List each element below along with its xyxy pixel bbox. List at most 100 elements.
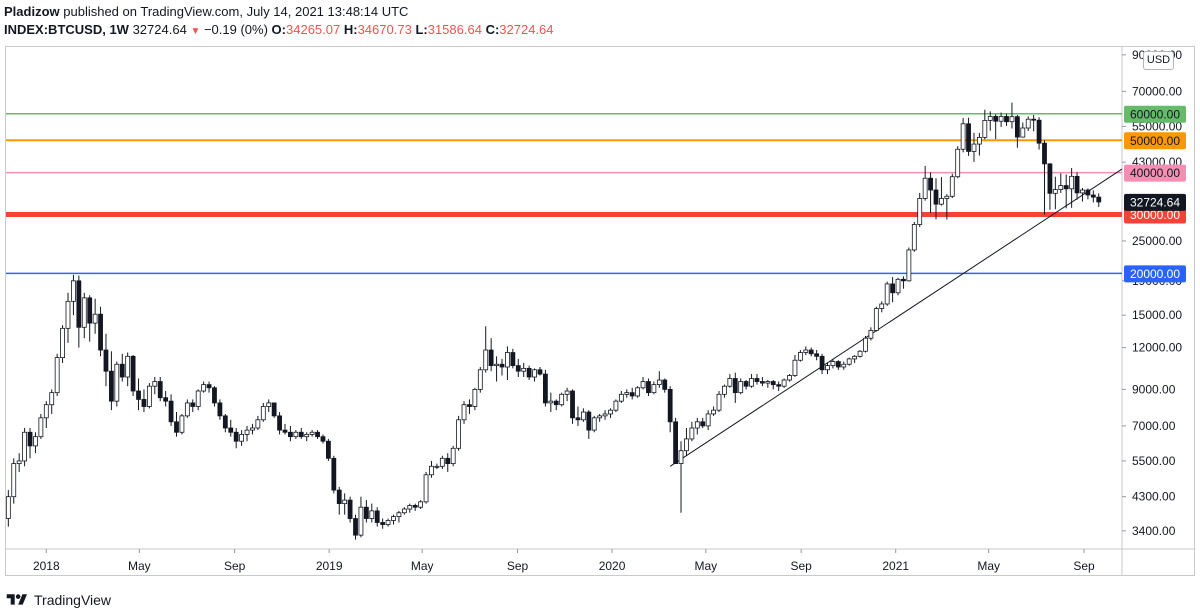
currency-button[interactable]: USD	[1143, 51, 1174, 70]
candle-up	[711, 409, 716, 415]
x-tick-label: 2019	[316, 559, 343, 573]
candle-up	[401, 508, 407, 514]
candle-up	[1080, 189, 1085, 194]
candle-down	[363, 506, 369, 519]
candle-up	[694, 421, 700, 429]
candle-up	[16, 460, 22, 465]
candle-up	[1020, 127, 1026, 138]
candle-up	[114, 363, 120, 402]
candle-up	[309, 431, 315, 435]
y-tick-label: 25000.00	[1132, 234, 1182, 248]
candle-down	[320, 436, 326, 442]
candle-up	[391, 516, 396, 521]
candle-down	[553, 400, 559, 406]
candle-up	[22, 431, 28, 462]
candle-down	[570, 390, 575, 419]
candle-up	[597, 415, 603, 419]
candle-up	[369, 510, 375, 519]
candle-up	[494, 363, 499, 367]
author-name[interactable]: Pladizow	[4, 4, 60, 19]
candle-down	[819, 355, 825, 371]
candle-up	[92, 313, 98, 324]
low-label: L:	[415, 22, 428, 37]
candle-down	[206, 384, 212, 389]
candle-up	[960, 123, 966, 150]
x-tick-label: Sep	[507, 559, 529, 573]
candle-down	[76, 280, 82, 328]
candle-up	[184, 402, 190, 417]
candle-up	[65, 300, 71, 329]
candle-up	[640, 381, 646, 389]
candle-up	[532, 369, 537, 378]
y-tick-label: 15000.00	[1132, 308, 1182, 322]
candle-up	[38, 417, 44, 438]
low-value: 31586.64	[427, 22, 482, 37]
candle-up	[49, 392, 55, 406]
candle-up	[1058, 185, 1064, 191]
publish-line: Pladizow published on TradingView.com, J…	[4, 3, 1194, 21]
candle-down	[288, 431, 293, 438]
candle-down	[168, 400, 174, 423]
candle-down	[445, 457, 451, 465]
last-price-text: 32724.64	[132, 22, 187, 37]
tradingview-logo-icon[interactable]	[6, 592, 28, 608]
candle-up	[857, 350, 863, 357]
candle-down	[526, 367, 532, 378]
y-tick-label: 3400.00	[1132, 524, 1176, 538]
candle-up	[727, 378, 733, 387]
price-chart[interactable]: 90000.0070000.0055000.0043000.0025000.00…	[6, 47, 1194, 575]
candle-down	[1063, 185, 1069, 190]
candle-down	[928, 177, 933, 191]
x-tick-label: 2020	[599, 559, 626, 573]
candle-up	[195, 390, 201, 407]
candle-up	[548, 400, 554, 404]
candle-down	[770, 381, 776, 386]
candle-down	[467, 404, 472, 407]
candle-down	[700, 421, 706, 427]
candle-up	[1052, 189, 1058, 194]
candle-up	[439, 457, 445, 467]
y-tick-label: 9000.00	[1132, 382, 1176, 396]
candle-down	[586, 411, 592, 431]
candle-down	[510, 352, 516, 367]
candle-up	[602, 413, 608, 417]
candle-up	[884, 283, 890, 305]
candle-down	[993, 116, 999, 122]
candle-down	[488, 349, 494, 367]
candle-up	[293, 431, 299, 438]
candle-up	[689, 427, 695, 440]
candle-down	[412, 504, 418, 508]
candle-up	[407, 504, 413, 510]
trend-line[interactable]	[669, 168, 1123, 467]
candle-down	[966, 123, 971, 152]
candle-down	[646, 381, 651, 394]
chart-frame[interactable]: 90000.0070000.0055000.0043000.0025000.00…	[5, 46, 1195, 576]
candle-down	[1042, 142, 1047, 165]
candle-down	[190, 402, 196, 407]
down-triangle-icon: ▼	[190, 26, 201, 37]
candle-up	[787, 375, 792, 381]
candle-down	[890, 283, 895, 294]
candle-down	[760, 381, 765, 384]
candle-up	[239, 434, 245, 442]
high-label: H:	[343, 22, 358, 37]
candle-down	[732, 378, 738, 394]
candle-down	[1036, 119, 1042, 144]
level-label: 50000.00	[1130, 134, 1180, 148]
candle-up	[608, 409, 613, 415]
x-tick-label: May	[694, 559, 717, 573]
candle-down	[515, 365, 521, 372]
candle-up	[260, 406, 266, 421]
candle-up	[461, 404, 467, 421]
candle-down	[233, 431, 239, 442]
candle-up	[852, 355, 858, 360]
candle-up	[255, 419, 261, 429]
change-text: −0.19 (0%)	[203, 22, 268, 37]
candle-down	[174, 421, 179, 433]
candle-up	[635, 387, 641, 397]
y-tick-label: 7000.00	[1132, 419, 1176, 433]
candle-up	[955, 148, 961, 178]
footer: TradingView	[6, 589, 111, 611]
candle-down	[130, 355, 136, 392]
brand-text[interactable]: TradingView	[34, 592, 112, 608]
